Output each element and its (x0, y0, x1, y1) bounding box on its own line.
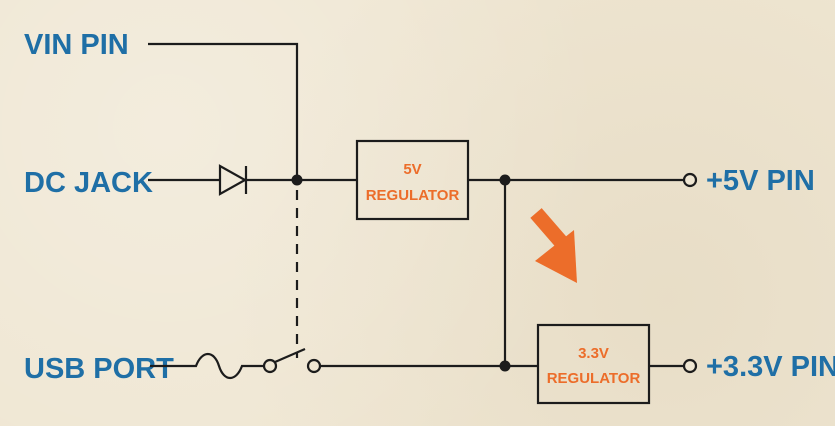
junction-node-input (291, 174, 303, 186)
dc-jack-label: DC JACK (24, 167, 153, 199)
five-volt-pin-label: +5V PIN (706, 165, 815, 197)
junction-node-usb (499, 360, 511, 372)
usb-port-label: USB PORT (24, 353, 174, 385)
switch-icon (262, 347, 322, 374)
five-volt-terminal (682, 172, 698, 188)
regulator-3v3-subtitle: REGULATOR (547, 370, 641, 387)
diode-icon (218, 164, 248, 196)
regulator-5v-box (355, 139, 470, 221)
regulator-5v-subtitle: REGULATOR (366, 187, 460, 204)
regulator-5v-title: 5V (403, 161, 421, 178)
regulator-3v3-box (536, 323, 651, 405)
arrow-icon (530, 208, 577, 283)
three-volt-terminal (682, 358, 698, 374)
regulator-3v3-title: 3.3V (578, 345, 609, 362)
fuse-icon (150, 352, 264, 380)
vin-wire (148, 42, 299, 180)
three-volt-pin-label: +3.3V PIN (706, 351, 835, 383)
vin-pin-label: VIN PIN (24, 29, 129, 61)
